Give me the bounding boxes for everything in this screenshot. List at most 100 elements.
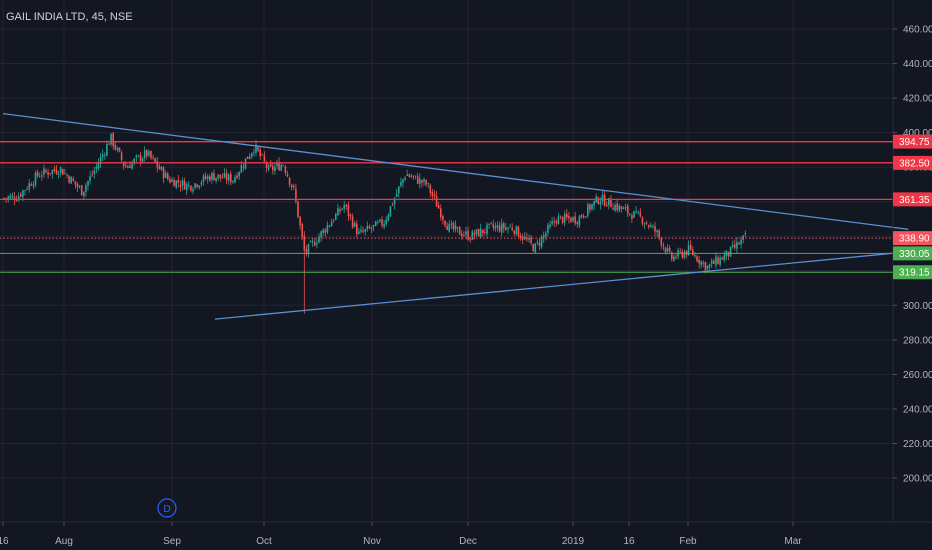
candle-body-199 (421, 180, 423, 183)
candle-body-244 (515, 225, 518, 235)
x-tick-label: Mar (784, 536, 802, 547)
candle-body-298 (629, 213, 631, 215)
candle-body-74 (158, 166, 161, 170)
y-tick-label: 440.00 (903, 59, 932, 70)
candle-body-57 (122, 161, 125, 166)
candle-body-84 (179, 184, 182, 187)
candle-body-315 (664, 247, 667, 253)
time-axis[interactable]: 16 Aug Sep Oct Nov Dec 2019 16 Feb Mar (0, 522, 802, 547)
candle-body-214 (452, 222, 455, 230)
candle-body-258 (545, 233, 547, 237)
candle-body-8 (20, 194, 22, 197)
candle-body-311 (656, 230, 658, 233)
candle-body-269 (568, 215, 570, 219)
price-tag-bg-support-4 (893, 246, 932, 261)
candle-body-337 (710, 260, 713, 264)
candle-body-153 (324, 230, 327, 233)
candle-body-33 (72, 178, 75, 181)
candle-body-23 (51, 169, 54, 174)
y-tick-label: 300.00 (903, 301, 932, 312)
candle-body-124 (263, 155, 266, 162)
candle-body-73 (156, 160, 159, 168)
candle-body-201 (425, 180, 427, 185)
candle-body-300 (633, 211, 635, 218)
candle-body-348 (734, 244, 736, 248)
candle-body-148 (314, 241, 316, 246)
candle-body-152 (322, 229, 324, 234)
candle-body-86 (183, 180, 186, 190)
candle-body-29 (64, 173, 66, 174)
candle-body-349 (736, 242, 738, 249)
candle-body-237 (500, 223, 503, 233)
candle-body-83 (177, 179, 180, 184)
price-tag-support: 319.15 (899, 268, 930, 279)
candle-body-343 (723, 254, 726, 261)
dividend-marker[interactable]: D (157, 498, 177, 518)
candle-body-47 (101, 154, 104, 158)
candle-body-270 (570, 217, 572, 223)
candle-body-64 (137, 155, 140, 157)
candle-body-17 (38, 176, 41, 178)
candle-body-9 (22, 190, 24, 197)
candle-body-308 (650, 225, 652, 227)
candle-body-254 (536, 241, 539, 243)
candle-body-253 (534, 243, 537, 253)
candle-body-82 (175, 180, 177, 188)
candle-body-213 (450, 223, 453, 225)
candle-body-0 (3, 198, 5, 199)
candle-body-350 (738, 243, 740, 245)
candle-body-149 (316, 242, 318, 245)
candle-body-136 (288, 177, 291, 185)
candle-body-230 (486, 224, 488, 234)
candle-body-292 (616, 203, 618, 211)
candle-body-192 (406, 174, 408, 176)
candle-body-109 (232, 180, 234, 182)
candle-body-76 (162, 167, 165, 179)
candle-body-346 (729, 246, 732, 257)
candle-body-94 (200, 182, 203, 185)
candle-body-81 (173, 179, 175, 187)
candle-body-167 (353, 222, 356, 227)
candle-body-42 (91, 174, 93, 176)
price-tag-bg-current-3 (893, 231, 932, 246)
candle-body-220 (465, 231, 467, 235)
candle-body-178 (377, 222, 379, 224)
candle-body-157 (332, 220, 335, 222)
candle-body-65 (139, 154, 142, 162)
candle-body-185 (391, 204, 394, 206)
candle-body-280 (591, 204, 593, 210)
candle-body-196 (414, 175, 417, 177)
candle-body-263 (555, 221, 558, 224)
candle-body-217 (458, 226, 461, 235)
candle-body-96 (204, 176, 207, 179)
candle-body-104 (221, 177, 224, 179)
candle-body-168 (356, 223, 358, 235)
candle-body-218 (461, 233, 463, 237)
candle-body-144 (305, 248, 308, 253)
candle-body-334 (704, 262, 707, 271)
candle-body-250 (528, 238, 530, 240)
candle-body-28 (62, 169, 64, 175)
candle-body-4 (11, 195, 14, 197)
candle-body-158 (335, 213, 337, 220)
candle-body-48 (104, 154, 106, 156)
candle-body-25 (55, 169, 58, 174)
candle-body-219 (463, 235, 465, 236)
candle-body-314 (662, 245, 665, 247)
candle-body-26 (57, 174, 60, 176)
candle-body-141 (299, 216, 301, 226)
candle-body-35 (76, 183, 79, 188)
candle-body-222 (469, 239, 471, 241)
candle-body-132 (280, 164, 282, 171)
candle-body-27 (59, 167, 62, 173)
candle-body-331 (698, 259, 700, 264)
candle-body-49 (106, 144, 108, 156)
candle-body-312 (658, 230, 660, 238)
candle-body-103 (219, 174, 222, 178)
candle-body-128 (272, 165, 274, 171)
candle-body-347 (731, 244, 734, 247)
candle-body-285 (601, 194, 604, 202)
chart-title: GAIL INDIA LTD, 45, NSE (6, 11, 133, 23)
candle-body-5 (13, 196, 16, 201)
